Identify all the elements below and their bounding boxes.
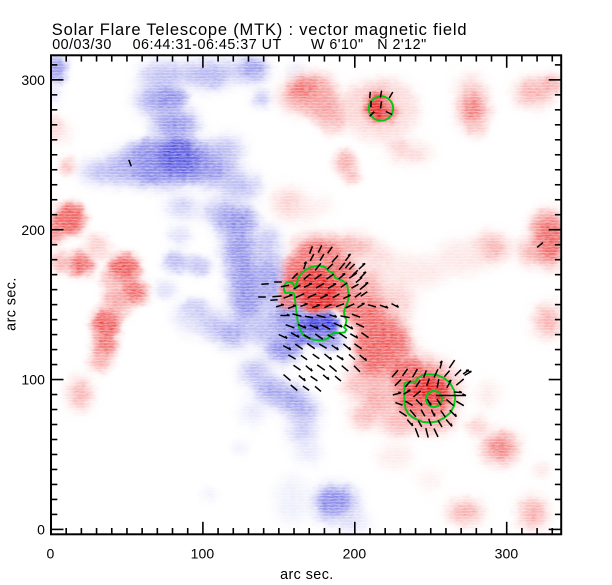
svg-text:100: 100	[21, 372, 45, 388]
svg-text:arc sec.: arc sec.	[4, 277, 20, 331]
svg-text:100: 100	[191, 546, 215, 562]
svg-text:0: 0	[37, 521, 45, 537]
svg-text:300: 300	[21, 72, 45, 88]
svg-text:0: 0	[47, 546, 55, 562]
svg-text:Solar Flare Telescope (MTK) :: Solar Flare Telescope (MTK) : vector mag…	[52, 21, 468, 39]
svg-text:200: 200	[21, 222, 45, 238]
svg-text:200: 200	[343, 546, 367, 562]
svg-text:300: 300	[495, 546, 519, 562]
svg-text:arc sec.: arc sec.	[280, 567, 334, 583]
